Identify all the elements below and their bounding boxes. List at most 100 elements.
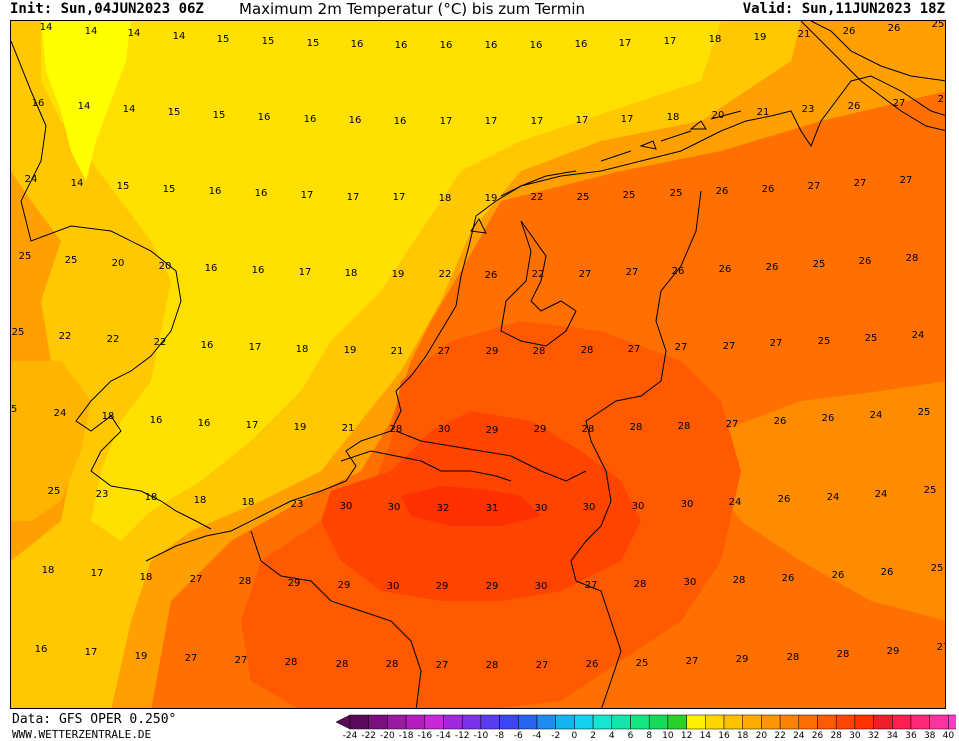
temperature-value: 17 xyxy=(301,190,314,201)
temperature-value: 21 xyxy=(757,107,770,118)
temperature-value: 29 xyxy=(288,578,301,589)
temperature-value: 27 xyxy=(854,178,867,189)
temperature-value: 28 xyxy=(581,345,594,356)
temperature-value: 26 xyxy=(672,266,685,277)
legend-swatch xyxy=(443,714,463,730)
temperature-value: 25 xyxy=(865,333,878,344)
legend-swatch xyxy=(910,714,930,730)
band-t16 xyxy=(41,21,721,541)
temperature-value: 19 xyxy=(344,345,357,356)
temperature-value: 26 xyxy=(774,416,787,427)
temperature-value: 25 xyxy=(818,336,831,347)
legend-swatch xyxy=(705,714,725,730)
legend-tick-label: 26 xyxy=(811,731,824,741)
header: Init: Sun,04JUN2023 06Z Maximum 2m Tempe… xyxy=(0,0,959,20)
temperature-value: 27 xyxy=(893,98,906,109)
temperature-value: 30 xyxy=(583,502,596,513)
temperature-value: 26 xyxy=(848,101,861,112)
temperature-value: 30 xyxy=(535,581,548,592)
temperature-value: 27 xyxy=(900,175,913,186)
temperature-value: 15 xyxy=(117,181,130,192)
temperature-value: 25 xyxy=(924,485,937,496)
temperature-value: 19 xyxy=(135,651,148,662)
temperature-value: 22 xyxy=(531,192,544,203)
temperature-value: 26 xyxy=(716,186,729,197)
temperature-value: 26 xyxy=(778,494,791,505)
temperature-value: 27 xyxy=(185,653,198,664)
temperature-value: 24 xyxy=(54,408,67,419)
temperature-value: 16 xyxy=(485,40,498,51)
temperature-value: 23 xyxy=(291,499,304,510)
temperature-value: 18 xyxy=(667,112,680,123)
temperature-value: 26 xyxy=(822,413,835,424)
temperature-value: 17 xyxy=(531,116,544,127)
temperature-value: 29 xyxy=(534,424,547,435)
band-t14 xyxy=(41,21,131,181)
temperature-value: 22 xyxy=(439,269,452,280)
legend-swatch xyxy=(835,714,856,730)
temperature-value: 25 xyxy=(932,21,945,30)
border-be-nl xyxy=(395,430,587,482)
coast-uk xyxy=(11,40,212,530)
temperature-value: 18 xyxy=(242,497,255,508)
legend-swatch xyxy=(592,714,613,730)
temperature-value: 29 xyxy=(887,646,900,657)
coast-continent xyxy=(145,75,945,562)
legend-tick-label: 34 xyxy=(886,731,899,741)
legend-swatch xyxy=(948,714,959,730)
legend-tick-label: 18 xyxy=(736,731,749,741)
temperature-value: 14 xyxy=(85,26,98,37)
temperature-value: 26 xyxy=(881,567,894,578)
temperature-value: 25 xyxy=(670,188,683,199)
legend-swatch xyxy=(536,714,556,730)
temperature-value: 25 xyxy=(48,486,61,497)
temperature-value: 30 xyxy=(632,501,645,512)
legend-tick-label: 6 xyxy=(627,731,634,741)
coast-estuary xyxy=(340,450,512,482)
temperature-value: 27 xyxy=(579,269,592,280)
temperature-value: 16 xyxy=(209,186,222,197)
temperature-value: 19 xyxy=(294,422,307,433)
temperature-value: 30 xyxy=(438,424,451,435)
temperature-value: 16 xyxy=(304,114,317,125)
init-time: Init: Sun,04JUN2023 06Z xyxy=(10,1,204,17)
temperature-value: 27 xyxy=(937,642,946,653)
temperature-value: 17 xyxy=(440,116,453,127)
legend-swatch xyxy=(518,714,538,730)
data-source: Data: GFS OPER 0.250° xyxy=(12,712,177,727)
band-t20-uk xyxy=(11,361,91,521)
temperature-value: 16 xyxy=(395,40,408,51)
footer: Data: GFS OPER 0.250° WWW.WETTERZENTRALE… xyxy=(0,709,959,741)
temperature-value: 29 xyxy=(338,580,351,591)
temperature-value: 28 xyxy=(390,424,403,435)
temperature-value: 15 xyxy=(168,107,181,118)
temperature-value: 21 xyxy=(391,346,404,357)
temperature-value: 21 xyxy=(342,423,355,434)
temperature-value: 16 xyxy=(205,263,218,274)
coast-wadden xyxy=(500,110,742,197)
legend-swatch xyxy=(873,714,893,730)
temperature-value: 18 xyxy=(145,492,158,503)
legend-tick-label: 2 xyxy=(590,731,596,741)
legend-tick-label: -24 xyxy=(342,731,358,741)
temperature-value: 18 xyxy=(194,495,207,506)
temperature-value: 30 xyxy=(340,501,353,512)
temperature-value: 30 xyxy=(388,502,401,513)
legend-swatch xyxy=(817,714,837,730)
legend-swatch xyxy=(798,714,818,730)
temperature-value: 25 xyxy=(636,658,649,669)
temperature-value: 28 xyxy=(678,421,691,432)
temperature-value: 27 xyxy=(726,419,739,430)
temperature-value: 17 xyxy=(246,420,259,431)
temperature-value: 27 xyxy=(626,267,639,278)
temperature-value: 16 xyxy=(530,40,543,51)
border-de-fr xyxy=(575,580,622,708)
temperature-value: 24 xyxy=(875,489,888,500)
temperature-value: 24 xyxy=(25,174,38,185)
temperature-value: 25 xyxy=(623,190,636,201)
temperature-value: 22 xyxy=(107,334,120,345)
border-nl-de xyxy=(570,190,702,582)
temperature-value: 14 xyxy=(40,22,53,33)
temperature-value: 17 xyxy=(576,115,589,126)
temperature-value: 19 xyxy=(754,32,767,43)
